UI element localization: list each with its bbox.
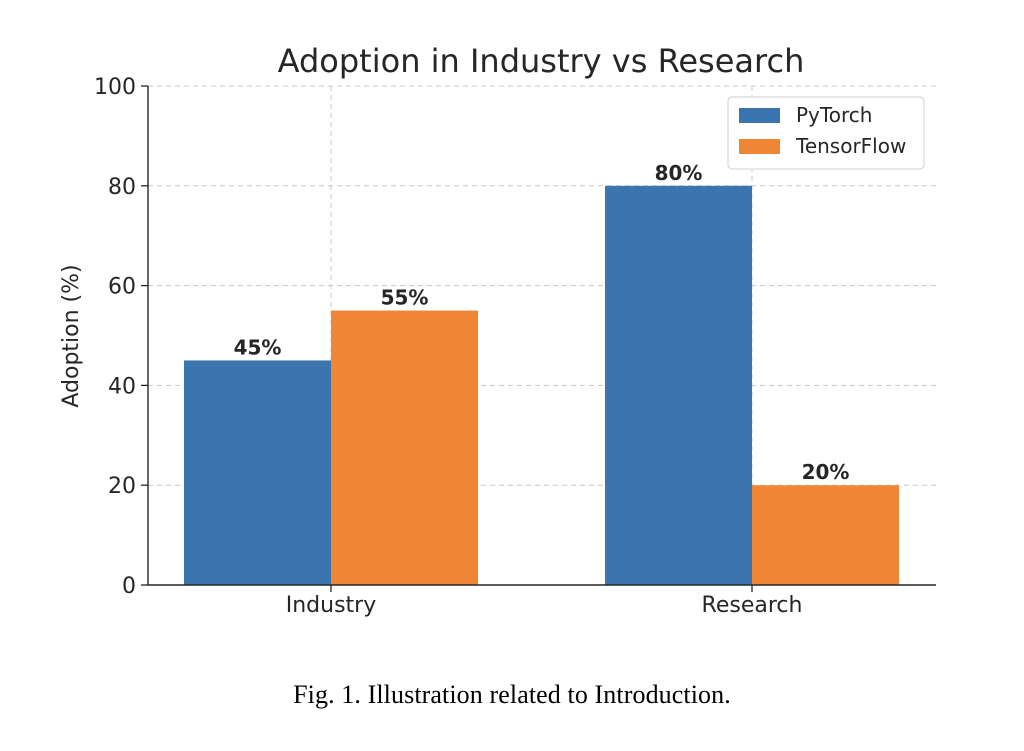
- bar-chart: 0 20 40 60 80 100 Industry Research 45% 80% 55% 20…: [59, 42, 936, 618]
- bar-pytorch-industry: [184, 360, 331, 585]
- y-tick-label: 80: [108, 175, 136, 200]
- data-label: 45%: [234, 335, 282, 359]
- data-label: 20%: [802, 460, 850, 484]
- legend-label-pytorch: PyTorch: [796, 103, 872, 127]
- bars: [184, 185, 899, 586]
- chart-title: Adoption in Industry vs Research: [278, 42, 805, 80]
- legend-swatch-tensorflow: [739, 139, 780, 154]
- y-tick-label: 20: [108, 474, 136, 499]
- y-tick-label: 40: [108, 374, 136, 399]
- legend-label-tensorflow: TensorFlow: [795, 134, 906, 158]
- x-tick-label: Industry: [286, 593, 377, 618]
- axes: 0 20 40 60 80 100 Industry Research: [94, 75, 936, 618]
- bar-pytorch-research: [605, 185, 752, 586]
- x-tick-label: Research: [702, 593, 803, 618]
- legend: PyTorch TensorFlow: [727, 96, 925, 170]
- legend-swatch-pytorch: [739, 108, 780, 123]
- y-tick-label: 60: [108, 275, 136, 300]
- data-label: 55%: [381, 286, 429, 310]
- bar-tensorflow-research: [752, 485, 899, 585]
- data-label: 80%: [655, 161, 703, 185]
- figure-caption: Fig. 1. Illustration related to Introduc…: [293, 680, 731, 709]
- y-tick-label: 0: [122, 574, 136, 599]
- y-axis-label: Adoption (%): [59, 264, 84, 407]
- bar-tensorflow-industry: [331, 310, 478, 585]
- y-tick-label: 100: [94, 75, 136, 100]
- data-labels: 45% 80% 55% 20%: [234, 161, 850, 484]
